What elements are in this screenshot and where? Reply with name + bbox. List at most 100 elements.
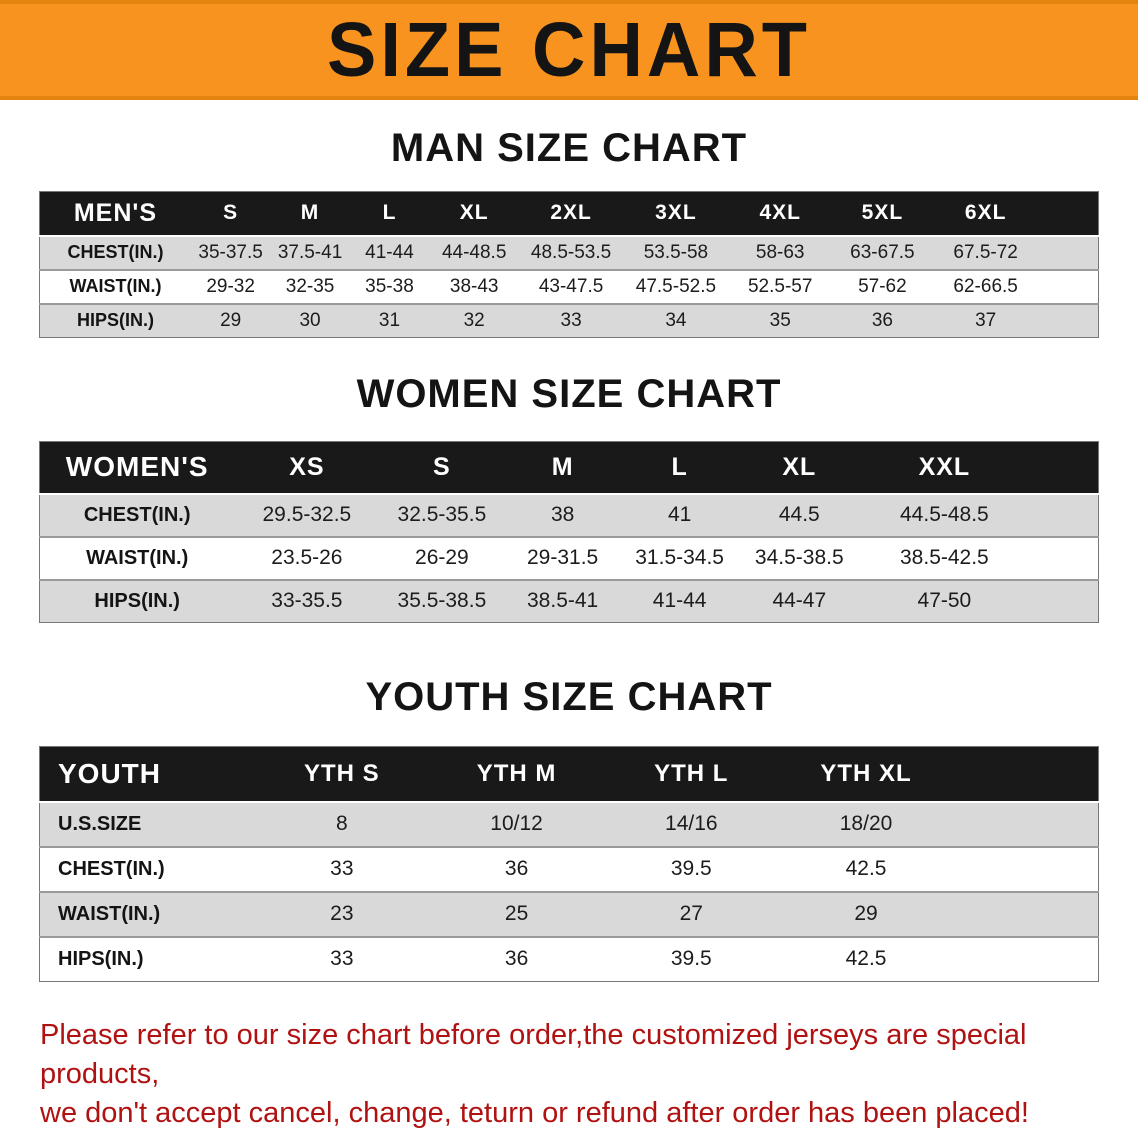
spacer-cell (1029, 580, 1099, 623)
size-value-cell: 32 (463, 309, 485, 331)
size-value-cell: 35 (769, 309, 791, 331)
size-value-cell: 43-47.5 (538, 275, 604, 297)
size-value-cell: 53.5-58 (643, 241, 709, 263)
spacer-cell (953, 847, 1098, 892)
size-value-cell: 10/12 (490, 812, 543, 835)
size-col-header: M (551, 452, 574, 481)
spacer-cell (1029, 442, 1099, 494)
size-value-cell: 31.5-34.5 (635, 546, 724, 569)
disclaimer-line-1: Please refer to our size chart before or… (40, 1019, 1027, 1090)
men-section-title: MAN SIZE CHART (390, 126, 748, 170)
page-title: SIZE CHART (327, 6, 811, 93)
size-value-cell: 8 (335, 812, 348, 835)
size-value-cell: 41-44 (365, 241, 414, 263)
size-value-cell: 38.5-42.5 (900, 546, 989, 569)
size-col-header: XXL (918, 452, 971, 481)
size-col-header: L (671, 452, 688, 481)
table-row: HIPS(IN.) 33-35.5 35.5-38.5 38.5-41 41-4… (39, 579, 1099, 623)
size-value-cell: 41 (667, 503, 692, 526)
row-label-cell: HIPS(IN.) (76, 310, 154, 331)
spacer-cell (1038, 304, 1098, 338)
size-value-cell: 33 (330, 857, 354, 880)
row-label-cell: U.S.SIZE (58, 812, 142, 835)
women-size-table: WOMEN'S XS S M L XL XXL CHEST(IN.) 29.5-… (39, 441, 1099, 623)
size-value-cell: 30 (299, 309, 321, 331)
size-value-cell: 39.5 (670, 857, 712, 880)
size-col-header: S (223, 201, 239, 225)
table-row: WAIST(IN.) 23 25 27 29 (39, 891, 1099, 937)
size-value-cell: 27 (679, 902, 703, 925)
size-col-header: 2XL (550, 201, 592, 225)
size-value-cell: 33 (330, 947, 354, 971)
table-row: CHEST(IN.) 35-37.5 37.5-41 41-44 44-48.5… (39, 235, 1099, 270)
size-value-cell: 26-29 (415, 546, 469, 569)
size-value-cell: 44-48.5 (441, 241, 507, 263)
row-label-cell: WAIST(IN.) (69, 276, 162, 296)
size-col-header: XL (782, 452, 817, 481)
spacer-cell (1029, 537, 1099, 580)
disclaimer-line-2: we don't accept cancel, change, teturn o… (40, 1096, 1029, 1129)
table-corner-header: WOMEN'S (65, 451, 209, 483)
size-col-header: YTH XL (820, 759, 912, 787)
men-header-row: MEN'S S M L XL 2XL 3XL 4XL 5XL 6XL (39, 191, 1099, 236)
youth-size-table: YOUTH YTH S YTH M YTH L YTH XL U.S.SIZE … (39, 746, 1099, 982)
row-label-cell: HIPS(IN.) (94, 589, 180, 612)
women-header-row: WOMEN'S XS S M L XL XXL (39, 441, 1099, 494)
spacer-cell (953, 892, 1098, 937)
size-value-cell: 34 (665, 309, 687, 331)
size-value-cell: 42.5 (845, 947, 887, 971)
size-col-header: XL (459, 201, 489, 225)
size-value-cell: 29 (854, 902, 878, 925)
size-value-cell: 14/16 (665, 812, 718, 835)
table-corner-header: MEN'S (73, 198, 158, 227)
size-value-cell: 47-50 (917, 589, 972, 613)
banner: SIZE CHART (0, 0, 1138, 100)
size-value-cell: 29.5-32.5 (262, 503, 352, 526)
size-col-header: L (382, 201, 397, 225)
row-label-cell: CHEST(IN.) (67, 242, 164, 262)
size-value-cell: 32.5-35.5 (397, 503, 487, 526)
size-value-cell: 35-38 (365, 275, 414, 297)
size-value-cell: 58-63 (755, 241, 805, 263)
row-label-cell: WAIST(IN.) (58, 902, 161, 925)
size-col-header: 3XL (655, 201, 697, 225)
size-col-header: YTH L (654, 759, 729, 787)
size-value-cell: 57-62 (858, 275, 907, 297)
size-value-cell: 47.5-52.5 (635, 275, 717, 297)
disclaimer-text: Please refer to our size chart before or… (40, 1016, 1098, 1133)
table-row: WAIST(IN.) 23.5-26 26-29 29-31.5 31.5-34… (39, 536, 1099, 580)
table-row: HIPS(IN.) 33 36 39.5 42.5 (39, 936, 1099, 982)
size-col-header: XS (289, 452, 325, 481)
table-row: WAIST(IN.) 29-32 32-35 35-38 38-43 43-47… (39, 269, 1099, 304)
size-value-cell: 44.5 (778, 503, 820, 526)
row-label-cell: CHEST(IN.) (83, 503, 191, 526)
size-value-cell: 39.5 (670, 947, 712, 971)
size-col-header: YTH M (476, 759, 557, 787)
size-value-cell: 36 (871, 309, 893, 331)
size-value-cell: 36 (504, 857, 529, 880)
size-value-cell: 25 (504, 902, 529, 925)
size-value-cell: 63-67.5 (850, 241, 915, 263)
size-value-cell: 35-37.5 (198, 241, 263, 263)
size-value-cell: 67.5-72 (953, 241, 1018, 263)
table-corner-header: YOUTH (58, 757, 161, 789)
size-value-cell: 44-47 (772, 589, 827, 613)
table-row: CHEST(IN.) 33 36 39.5 42.5 (39, 846, 1099, 892)
women-section-title: WOMEN SIZE CHART (356, 372, 782, 416)
spacer-cell (953, 802, 1098, 847)
size-value-cell: 31 (378, 309, 401, 331)
size-value-cell: 62-66.5 (953, 275, 1018, 297)
youth-size-section: YOUTH SIZE CHART YOUTH YTH S YTH M YTH L… (0, 675, 1138, 982)
size-value-cell: 34.5-38.5 (754, 546, 844, 569)
spacer-cell (1038, 236, 1098, 270)
spacer-cell (1038, 192, 1098, 236)
size-value-cell: 38-43 (449, 275, 499, 297)
size-value-cell: 37.5-41 (277, 241, 343, 263)
men-size-table: MEN'S S M L XL 2XL 3XL 4XL 5XL 6XL CHEST… (39, 191, 1099, 338)
table-row: U.S.SIZE 8 10/12 14/16 18/20 (39, 801, 1099, 847)
youth-header-row: YOUTH YTH S YTH M YTH L YTH XL (39, 746, 1099, 802)
spacer-cell (1038, 270, 1098, 304)
size-col-header: 4XL (759, 201, 801, 225)
size-value-cell: 42.5 (845, 857, 887, 880)
